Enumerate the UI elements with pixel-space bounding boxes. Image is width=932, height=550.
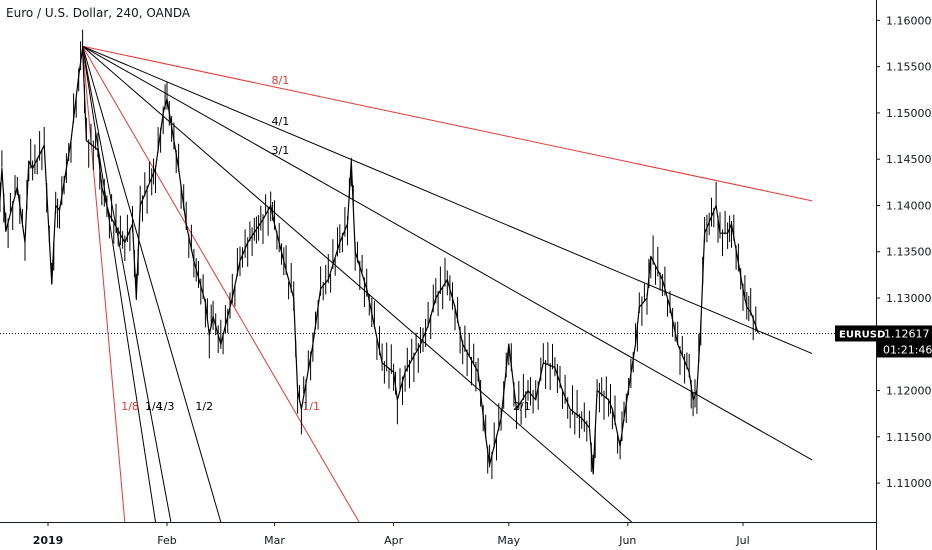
price-badge-value: 1.12617 — [884, 327, 930, 340]
y-tick-label: 1.11000 — [886, 477, 932, 490]
price-series — [0, 29, 759, 480]
x-tick-label: Jul — [735, 534, 749, 547]
price-badge: EURUSD 1.12617 01:21:46 — [835, 325, 932, 358]
fan-label-1-8: 1/8 — [121, 400, 139, 413]
fan-label-1-2: 1/2 — [195, 400, 213, 413]
fan-line-1-4 — [82, 46, 157, 523]
fan-line-1-2 — [82, 46, 222, 523]
fan-line-4-1 — [82, 45, 813, 355]
price-badge-bg — [835, 325, 932, 342]
fan-label-1-4: 1/4 — [145, 400, 163, 413]
fan-label-1-1: 1/1 — [302, 400, 320, 413]
y-tick-label: 1.15500 — [886, 61, 932, 74]
y-tick-label: 1.15000 — [886, 107, 932, 120]
fan-line-8-1 — [82, 45, 813, 202]
fan-label-8-1: 8/1 — [272, 74, 290, 87]
fan-line-2-1 — [82, 45, 632, 523]
fan-label-4-1: 4/1 — [272, 115, 290, 128]
chart-title: Euro / U.S. Dollar, 240, OANDA — [6, 6, 191, 20]
x-tick-label: Jun — [618, 534, 636, 547]
x-tick-label: Feb — [157, 534, 176, 547]
fan-label-3-1: 3/1 — [272, 144, 290, 157]
gann-fan: 8/1 4/1 3/1 2/1 1/1 1/2 1/31/4 1/8 — [82, 45, 813, 523]
y-tick-label: 1.14500 — [886, 153, 932, 166]
fan-label-2-1: 2/1 — [513, 400, 531, 413]
x-tick-label: Mar — [264, 534, 285, 547]
fan-line-1-8 — [82, 46, 126, 523]
x-tick-label: May — [497, 534, 520, 547]
y-tick-label: 1.11500 — [886, 431, 932, 444]
fan-line-3-1 — [82, 45, 813, 461]
x-tick-label: Apr — [384, 534, 404, 547]
y-tick-label: 1.13000 — [886, 292, 932, 305]
y-axis[interactable]: 1.16000 1.15500 1.15000 1.14500 1.14000 1.135… — [876, 14, 932, 490]
y-tick-label: 1.13500 — [886, 246, 932, 259]
price-badge-symbol: EURUSD — [839, 329, 885, 340]
y-tick-label: 1.14000 — [886, 199, 932, 212]
fan-line-1-3 — [82, 46, 172, 523]
x-tick-label: 2019 — [33, 534, 64, 547]
fan-label-1-3: 1/3 — [157, 400, 175, 413]
fan-line-1-1 — [82, 46, 360, 523]
price-line — [0, 47, 759, 475]
countdown-timer: 01:21:46 — [883, 343, 932, 356]
countdown-bg — [877, 341, 932, 358]
x-axis[interactable]: 2019 Feb Mar Apr May Jun Jul — [33, 522, 750, 547]
y-tick-label: 1.16000 — [886, 14, 932, 27]
y-tick-label: 1.12000 — [886, 385, 932, 398]
